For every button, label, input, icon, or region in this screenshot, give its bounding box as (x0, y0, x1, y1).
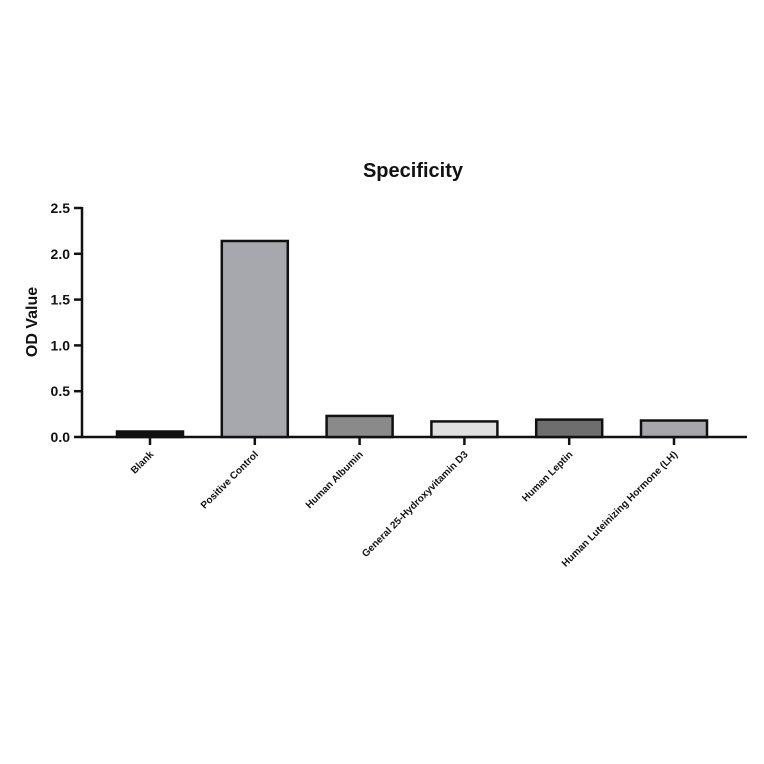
bar (639, 419, 709, 439)
x-tick-label: General 25-Hydroxyvitamin D3 (360, 449, 471, 560)
y-tick-label: 2.0 (51, 246, 71, 262)
bar (534, 418, 604, 439)
y-tick-label: 1.5 (51, 292, 71, 308)
y-tick-label: 0.0 (51, 429, 71, 445)
bar (430, 420, 499, 439)
y-tick-label: 0.5 (51, 383, 71, 399)
bar (325, 414, 394, 439)
x-tick-label: Human Leptin (520, 449, 575, 504)
x-tick-label: Blank (129, 449, 156, 476)
bar (220, 239, 290, 439)
bar (115, 430, 185, 439)
x-tick-label: Human Albumin (304, 449, 366, 511)
x-tick-label: Human Luteinizing Hormone (LH) (560, 449, 680, 569)
chart-title: Specificity (363, 160, 464, 182)
y-axis-label: OD Value (24, 287, 41, 357)
y-tick-label: 1.0 (51, 337, 71, 353)
y-tick-label: 2.5 (51, 200, 71, 216)
x-tick-label: Positive Control (199, 449, 261, 511)
